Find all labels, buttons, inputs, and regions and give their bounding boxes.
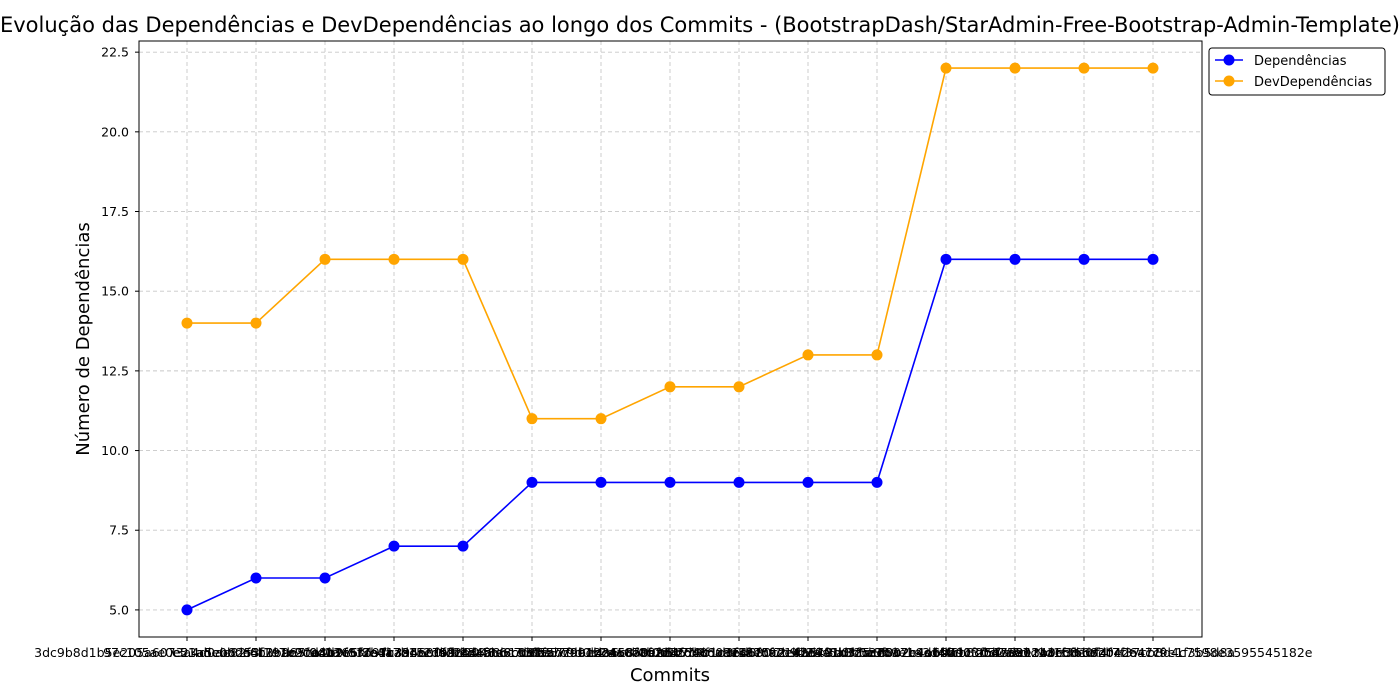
- x-tick-label: b2d4f6a8c0e1357f9b1d3a5c7e9f0b2d4c6a8e1f: [452, 645, 751, 660]
- data-point-series-1: [940, 62, 952, 74]
- y-tick-label: 22.5: [101, 45, 129, 60]
- x-tick-label: 97c105ae0e23a5eb8253f791c90d4a1e6f2b8c7d: [103, 645, 409, 660]
- x-tick-label: f1a3c5e7b9d2048e6c1a3f5b7d9e2c4a6b8f0d1c: [381, 645, 682, 660]
- y-axis-ticks: 5.0 7.5 10.0 12.5 15.0 17.5 20.0 22.5: [101, 45, 139, 617]
- y-tick-label: 10.0: [101, 443, 129, 458]
- x-tick-label: c6d8f0a2e4b5791d3f5b7c9e1a3d4f6b8c0e2a5d: [726, 645, 1028, 660]
- x-tick-label: e51ade0bdc6b3ba67ca1b9f83d97c3a5e0f6d2b4: [172, 645, 478, 660]
- data-point-series-0: [595, 476, 607, 488]
- data-point-series-0: [1009, 253, 1021, 265]
- plot-area-frame: [138, 40, 1203, 638]
- x-axis-ticks: 3dc9b8d1b5e205a6073a4d0ae82f5c1b9e5f0c1a…: [34, 637, 1313, 660]
- data-point-series-1: [1009, 62, 1021, 74]
- plot-series: [181, 62, 1159, 616]
- legend-marker-dependencias: [1223, 54, 1235, 66]
- y-axis-title: Número de Dependências: [73, 222, 94, 456]
- y-tick-label: 5.0: [109, 602, 129, 617]
- data-point-series-1: [733, 381, 745, 393]
- data-point-series-0: [250, 572, 262, 584]
- x-tick-label: c8d2e5f7a1b3946e0f2c4d6a8b1e3f5a7c9d0b2e: [312, 645, 614, 660]
- x-tick-label: a8f0b2c4e6d7913f5b7d9e1a3c5f6b8d0e2a4c7f: [866, 645, 1165, 660]
- legend-label-devdependencias: DevDependências: [1254, 75, 1372, 90]
- data-point-series-1: [871, 349, 883, 361]
- x-tick-label: 7a9c13b0e3d1bf4f7f37cb8d4c7598e359554518…: [994, 645, 1313, 660]
- x-tick-label: e4a6c8f0b2d3579b1d3f5a7c9e1b2d4f6a8c0e3b: [588, 645, 890, 660]
- data-point-series-1: [664, 381, 676, 393]
- data-point-series-1: [526, 413, 538, 425]
- y-tick-label: 20.0: [101, 124, 129, 139]
- x-axis-title: Commits: [630, 665, 710, 686]
- legend-box: [1208, 47, 1386, 96]
- data-point-series-0: [388, 540, 400, 552]
- grid: [139, 41, 1202, 637]
- data-point-series-1: [802, 349, 814, 361]
- data-point-series-0: [802, 476, 814, 488]
- data-point-series-0: [940, 253, 952, 265]
- legend-marker-devdependencias: [1223, 75, 1235, 87]
- data-point-series-1: [1078, 62, 1090, 74]
- x-tick-label: a5b7d9f1c3e4680c2e4a6b8d0f2c3e5a7b9d1f4c: [657, 645, 958, 660]
- y-tick-label: 17.5: [101, 204, 129, 219]
- data-point-series-1: [181, 317, 193, 329]
- y-tick-label: 15.0: [101, 284, 129, 299]
- data-point-series-1: [388, 253, 400, 265]
- data-point-series-0: [733, 476, 745, 488]
- data-point-series-1: [457, 253, 469, 265]
- data-point-series-1: [595, 413, 607, 425]
- data-point-series-0: [871, 476, 883, 488]
- data-point-series-0: [664, 476, 676, 488]
- y-tick-label: 12.5: [101, 363, 129, 378]
- data-point-series-0: [457, 540, 469, 552]
- data-point-series-1: [250, 317, 262, 329]
- data-point-series-1: [1147, 62, 1159, 74]
- legend: Dependências DevDependências: [1208, 47, 1386, 96]
- legend-label-dependencias: Dependências: [1254, 54, 1347, 69]
- data-point-series-1: [319, 253, 331, 265]
- data-point-series-0: [319, 572, 331, 584]
- data-point-series-0: [1147, 253, 1159, 265]
- x-tick-label: b9a1c3d5f7e8024a6c8e0f2b4d6a7c9e1f3b5d8a: [933, 645, 1235, 660]
- data-point-series-0: [526, 476, 538, 488]
- data-point-series-0: [181, 604, 193, 616]
- chart-title: Evolução das Dependências e DevDependênc…: [0, 13, 1400, 37]
- x-tick-label: d3f5a7c9e1b2468a0c2e4f6b8d0a1c3e5f7b9d2a: [519, 645, 821, 660]
- y-tick-label: 7.5: [109, 523, 129, 538]
- x-tick-label: a4f1e7b2c9d0365f8e4a7b1c2d9f0e3a5b6c7d8e: [243, 645, 545, 660]
- data-point-series-0: [1078, 253, 1090, 265]
- x-tick-label: 3dc9b8d1b5e205a6073a4d0ae82f5c1b9e5f0c1a: [34, 645, 340, 660]
- x-tick-label: f7e9a1b3d5c6802e4a6c8d0f2b4e5a7c9d1f3b6e: [795, 645, 1097, 660]
